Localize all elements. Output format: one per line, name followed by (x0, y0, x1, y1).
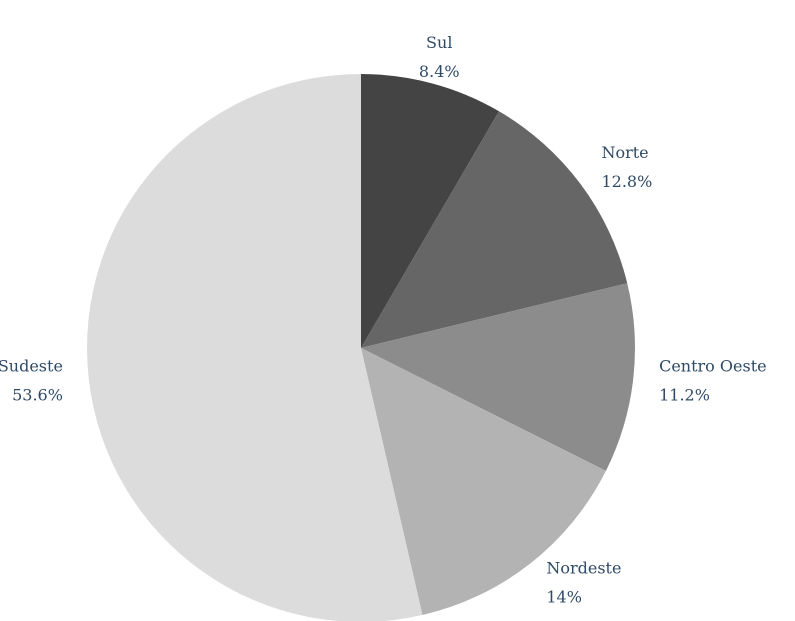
slice-label: Centro Oeste (659, 356, 767, 375)
pie-slice (361, 283, 635, 471)
slice-label: Nordeste (546, 558, 621, 577)
slice-value: 12.8% (601, 172, 652, 191)
slice-label: Sudeste (0, 356, 63, 375)
slice-label: Norte (601, 143, 648, 162)
slice-value: 8.4% (419, 62, 460, 81)
pie-slice (361, 74, 499, 348)
slice-value: 53.6% (12, 385, 63, 404)
pie-slice (361, 111, 628, 349)
slice-label: Sul (426, 33, 452, 52)
slice-value: 14% (546, 587, 582, 606)
pie-slice (361, 348, 606, 616)
slice-value: 11.2% (659, 385, 710, 404)
pie-slice (87, 74, 423, 621)
